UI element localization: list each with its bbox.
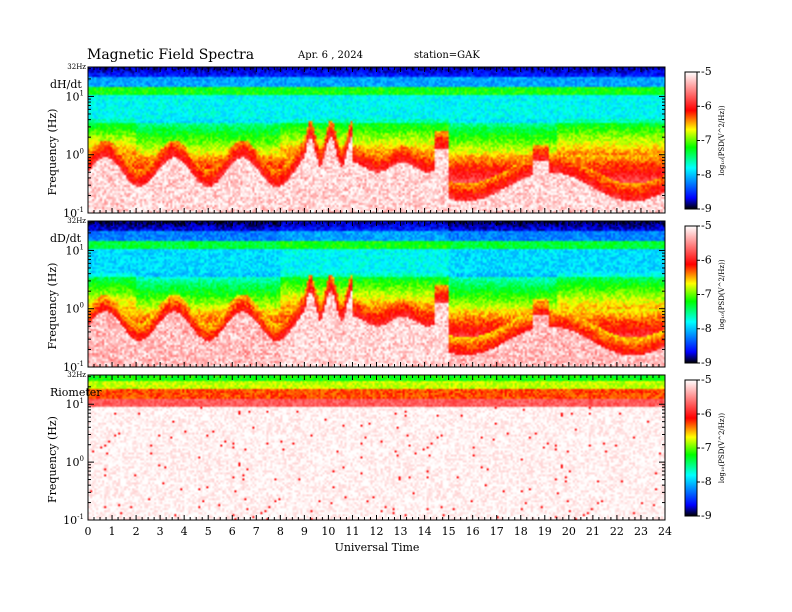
x-tick-label: 15 bbox=[442, 525, 456, 538]
x-tick-label: 10 bbox=[321, 525, 335, 538]
x-tick-label: 11 bbox=[345, 525, 359, 538]
x-tick-label: 22 bbox=[610, 525, 624, 538]
x-tick-label: 0 bbox=[85, 525, 92, 538]
x-tick-label: 19 bbox=[538, 525, 552, 538]
x-tick-label: 24 bbox=[658, 525, 672, 538]
colorbar-tick-label: -9 bbox=[701, 202, 712, 215]
top-frequency-label: 32Hz bbox=[67, 63, 86, 71]
colorbar-tick-label: -7 bbox=[701, 288, 712, 301]
colorbar-tick-label: -6 bbox=[701, 407, 712, 420]
spectrogram-image bbox=[88, 221, 665, 367]
x-tick-label: 8 bbox=[277, 525, 284, 538]
y-tick-label: 101 bbox=[66, 89, 84, 103]
x-tick-label: 12 bbox=[370, 525, 384, 538]
x-tick-label: 9 bbox=[301, 525, 308, 538]
x-tick-label: 21 bbox=[586, 525, 600, 538]
spectrogram-image bbox=[88, 375, 665, 520]
colorbar-tick-label: -9 bbox=[701, 356, 712, 369]
spectrogram-image bbox=[88, 67, 665, 213]
x-tick-label: 1 bbox=[109, 525, 116, 538]
colorbar bbox=[684, 71, 698, 210]
y-axis-label: Frequency (Hz) bbox=[46, 416, 59, 503]
y-tick-label: 100 bbox=[66, 455, 84, 469]
colorbar-tick-label: -9 bbox=[701, 509, 712, 522]
x-tick-label: 16 bbox=[466, 525, 480, 538]
x-tick-label: 20 bbox=[562, 525, 576, 538]
y-axis-label: Frequency (Hz) bbox=[46, 263, 59, 350]
x-axis-label: Universal Time bbox=[335, 541, 420, 554]
panel-label: Riometer bbox=[50, 386, 102, 399]
y-tick-label: 100 bbox=[66, 148, 84, 162]
y-tick-label: 101 bbox=[66, 397, 84, 411]
colorbar-tick-label: -8 bbox=[701, 322, 712, 335]
y-tick-label: 100 bbox=[66, 302, 84, 316]
top-frequency-label: 32Hz bbox=[67, 371, 86, 379]
colorbar-label: log₁₀(PSD(V^2/Hz)) bbox=[718, 105, 726, 175]
colorbar-tick-label: -5 bbox=[701, 373, 712, 386]
x-tick-label: 5 bbox=[205, 525, 212, 538]
colorbar-tick-label: -7 bbox=[701, 441, 712, 454]
panel-label: dD/dt bbox=[50, 232, 82, 245]
figure-date: Apr. 6 , 2024 bbox=[297, 50, 363, 61]
colorbar-tick-label: -6 bbox=[701, 99, 712, 112]
colorbar-label: log₁₀(PSD(V^2/Hz)) bbox=[718, 413, 726, 483]
colorbar-label: log₁₀(PSD(V^2/Hz)) bbox=[718, 259, 726, 329]
x-tick-label: 7 bbox=[253, 525, 260, 538]
colorbar bbox=[684, 379, 698, 517]
y-tick-label: 10-1 bbox=[63, 360, 84, 374]
colorbar-tick-label: -8 bbox=[701, 168, 712, 181]
y-tick-label: 101 bbox=[66, 243, 84, 257]
colorbar-tick-label: -7 bbox=[701, 134, 712, 147]
figure-title: Magnetic Field Spectra bbox=[87, 47, 254, 63]
top-frequency-label: 32Hz bbox=[67, 217, 86, 225]
x-tick-label: 18 bbox=[514, 525, 528, 538]
x-tick-label: 14 bbox=[418, 525, 432, 538]
x-tick-label: 17 bbox=[490, 525, 504, 538]
colorbar-tick-label: -8 bbox=[701, 475, 712, 488]
colorbar-tick-label: -6 bbox=[701, 253, 712, 266]
colorbar-tick-label: -5 bbox=[701, 219, 712, 232]
x-tick-label: 23 bbox=[634, 525, 648, 538]
y-axis-label: Frequency (Hz) bbox=[46, 109, 59, 196]
x-tick-label: 13 bbox=[394, 525, 408, 538]
y-tick-label: 10-1 bbox=[63, 206, 84, 220]
y-tick-label: 10-1 bbox=[63, 513, 84, 527]
x-tick-label: 3 bbox=[157, 525, 164, 538]
colorbar-tick-label: -5 bbox=[701, 65, 712, 78]
panel-label: dH/dt bbox=[50, 78, 82, 91]
colorbar bbox=[684, 225, 698, 364]
station-label: station=GAK bbox=[414, 50, 480, 61]
x-tick-label: 6 bbox=[229, 525, 236, 538]
x-tick-label: 4 bbox=[181, 525, 188, 538]
x-tick-label: 2 bbox=[133, 525, 140, 538]
